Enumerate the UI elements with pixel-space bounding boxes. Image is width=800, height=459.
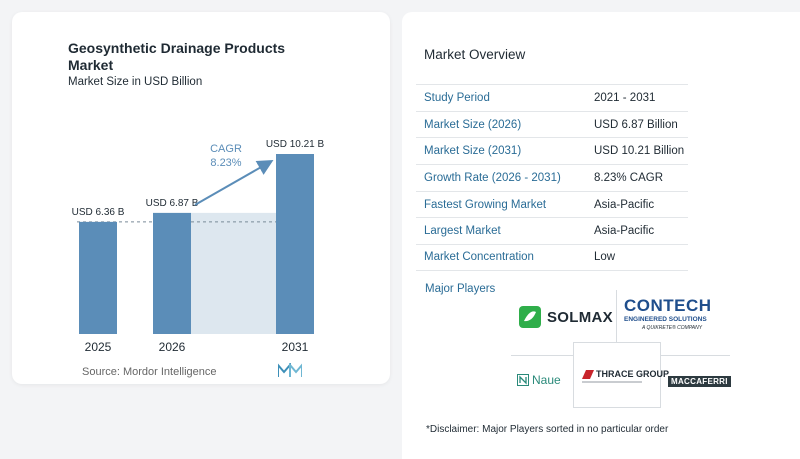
bar-value-label-2026: USD 6.87 B: [146, 198, 199, 209]
overview-row-growth-rate: Growth Rate (2026 - 2031) 8.23% CAGR: [416, 164, 688, 191]
maccaferri-logo: MACCAFERRI: [668, 376, 731, 387]
maccaferri-text: MACCAFERRI: [671, 377, 728, 386]
solmax-leaf-icon: [519, 306, 541, 328]
overview-row-largest-market: Largest Market Asia-Pacific: [416, 217, 688, 244]
overview-title: Market Overview: [424, 47, 526, 62]
overview-label: Market Size (2031): [424, 145, 522, 158]
chart-subtitle: Market Size in USD Billion: [68, 76, 203, 88]
naue-logo: Naue: [517, 373, 561, 387]
mordor-logo-icon: [278, 363, 302, 377]
x-tick-label-2026: 2026: [159, 340, 186, 354]
overview-label: Market Size (2026): [424, 118, 522, 131]
overview-row-study-period: Study Period 2021 - 2031: [416, 84, 688, 111]
overview-value: USD 10.21 Billion: [594, 145, 685, 158]
source-text: Source: Mordor Intelligence: [82, 366, 217, 378]
overview-label: Study Period: [424, 91, 490, 104]
overview-label: Fastest Growing Market: [424, 198, 547, 211]
overview-label: Largest Market: [424, 225, 501, 238]
bar-value-label-2031: USD 10.21 B: [266, 139, 325, 150]
overview-card: [402, 12, 800, 459]
thrace-text: THRACE GROUP: [596, 369, 670, 379]
overview-row-size-2026: Market Size (2026) USD 6.87 Billion: [416, 110, 688, 138]
overview-value: 2021 - 2031: [594, 91, 656, 104]
solmax-text: SOLMAX: [547, 308, 613, 326]
thrace-logo: THRACE GROUP: [582, 369, 669, 383]
overview-row-concentration: Market Concentration Low: [416, 244, 688, 271]
major-players-label: Major Players: [425, 283, 496, 295]
naue-n-icon: [517, 374, 529, 386]
cagr-value: 8.23%: [210, 157, 241, 169]
overview-value: USD 6.87 Billion: [594, 118, 678, 131]
disclaimer-text: *Disclaimer: Major Players sorted in no …: [426, 424, 669, 435]
x-tick-label-2031: 2031: [282, 340, 309, 354]
thrace-mark-icon: [582, 369, 594, 379]
overview-label: Market Concentration: [424, 251, 534, 264]
chart-title: Geosynthetic Drainage Products Market: [68, 40, 286, 73]
cagr-arrow: [194, 160, 274, 206]
x-tick-label-2025: 2025: [85, 340, 112, 354]
overview-value: 8.23% CAGR: [594, 171, 664, 184]
bar-value-label-2025: USD 6.36 B: [72, 207, 125, 218]
cagr-label: CAGR: [210, 143, 242, 155]
bar-2025: [79, 221, 117, 334]
contech-subtext-2: A QUIKRETE® COMPANY: [642, 325, 703, 331]
bar-2026: [153, 212, 191, 334]
solmax-logo: SOLMAX: [519, 306, 613, 328]
overview-value: Asia-Pacific: [594, 198, 655, 211]
contech-text: CONTECH: [624, 296, 712, 315]
overview-value: Low: [594, 251, 616, 264]
overview-label: Growth Rate (2026 - 2031): [424, 171, 561, 184]
growth-shade-area: [191, 212, 276, 334]
naue-text: Naue: [532, 373, 561, 387]
overview-row-size-2031: Market Size (2031) USD 10.21 Billion: [416, 137, 688, 164]
overview-value: Asia-Pacific: [594, 225, 655, 238]
overview-row-fastest-growing: Fastest Growing Market Asia-Pacific: [416, 190, 688, 218]
bar-chart: USD 6.36 B 2025 USD 6.87 B 2026 USD 10.21 B 2…: [72, 139, 325, 354]
contech-logo: CONTECH ENGINEERED SOLUTIONS A QUIKRETE®…: [624, 296, 712, 332]
contech-subtext: ENGINEERED SOLUTIONS: [624, 316, 707, 323]
overview-table: Study Period 2021 - 2031 Market Size (20…: [416, 84, 688, 271]
bar-2031: [276, 154, 314, 334]
